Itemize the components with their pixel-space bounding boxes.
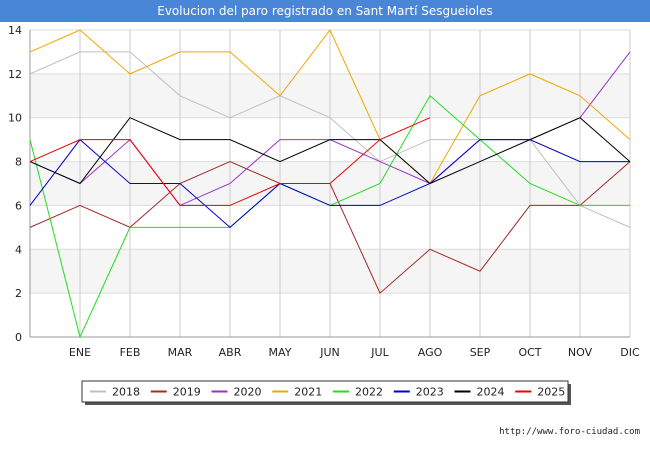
x-tick-label: JUN xyxy=(319,346,340,359)
x-tick-label: AGO xyxy=(418,346,443,359)
series-line-2024 xyxy=(29,117,631,185)
legend-label-2020: 2020 xyxy=(234,386,262,399)
y-tick-label: 8 xyxy=(15,156,22,169)
x-tick-label: MAY xyxy=(269,346,292,359)
y-tick-label: 14 xyxy=(8,24,22,37)
series-line-2021 xyxy=(29,29,631,185)
chart-title: Evolucion del paro registrado en Sant Ma… xyxy=(0,0,650,22)
series-line-2025 xyxy=(29,117,431,206)
y-tick-label: 6 xyxy=(15,199,22,212)
legend-label-2019: 2019 xyxy=(173,386,201,399)
legend-label-2025: 2025 xyxy=(537,386,565,399)
legend-label-2023: 2023 xyxy=(416,386,444,399)
x-tick-label: ABR xyxy=(219,346,242,359)
y-tick-label: 2 xyxy=(15,287,22,300)
x-tick-label: ENE xyxy=(69,346,91,359)
series-lines xyxy=(29,29,631,339)
y-tick-label: 10 xyxy=(8,112,22,125)
legend-box xyxy=(81,380,569,403)
x-tick-label: DIC xyxy=(620,346,640,359)
x-tick-label: SEP xyxy=(470,346,491,359)
legend-label-2018: 2018 xyxy=(112,386,140,399)
footer-url: http://www.foro-ciudad.com xyxy=(499,427,640,437)
legend-label-2024: 2024 xyxy=(477,386,505,399)
y-axis-labels: 0 2 4 6 8 10 12 14 xyxy=(8,24,22,344)
legend: 2018 2019 2020 2021 2022 2023 2024 2025 xyxy=(81,380,571,405)
x-tick-label: NOV xyxy=(568,346,593,359)
x-tick-label: JUL xyxy=(370,346,389,359)
x-axis-labels: ENE FEB MAR ABR MAY JUN JUL AGO SEP OCT NOV DIC xyxy=(69,346,640,359)
x-tick-label: MAR xyxy=(168,346,193,359)
legend-label-2021: 2021 xyxy=(294,386,322,399)
legend-label-2022: 2022 xyxy=(355,386,383,399)
x-tick-label: OCT xyxy=(518,346,541,359)
x-tick-label: FEB xyxy=(120,346,141,359)
y-tick-label: 12 xyxy=(8,68,22,81)
y-tick-label: 4 xyxy=(15,243,22,256)
y-tick-label: 0 xyxy=(15,331,22,344)
